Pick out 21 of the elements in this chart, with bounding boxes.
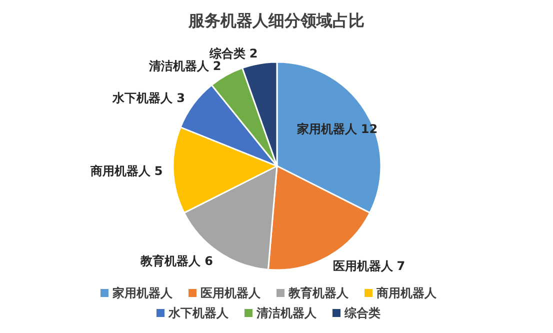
data-label: 6 xyxy=(204,254,213,268)
legend-label: 家用机器人 xyxy=(112,286,174,300)
legend-label: 教育机器人 xyxy=(288,286,350,300)
slice-label: 医用机器人 xyxy=(332,258,394,273)
legend-label: 医用机器人 xyxy=(200,286,262,300)
slice-label: 商用机器人 xyxy=(89,164,152,178)
chart-title: 服务机器人细分领域占比 xyxy=(188,11,364,30)
data-label: 5 xyxy=(154,164,163,178)
data-label: 2 xyxy=(212,59,222,74)
legend-label: 综合类 xyxy=(344,306,380,320)
data-label: 3 xyxy=(176,90,186,105)
slice-label: 家用机器人 xyxy=(296,122,358,136)
legend-label: 商用机器人 xyxy=(376,286,438,300)
slice-label: 水下机器人 xyxy=(112,90,174,105)
data-label: 7 xyxy=(396,258,406,273)
legend-label: 清洁机器人 xyxy=(256,306,318,320)
slice-label: 教育机器人 xyxy=(140,254,202,268)
slice-label: 清洁机器人 xyxy=(148,59,210,74)
slice-label: 综合类 xyxy=(208,46,246,60)
data-label: 2 xyxy=(249,46,258,60)
legend-label: 水下机器人 xyxy=(168,306,230,320)
